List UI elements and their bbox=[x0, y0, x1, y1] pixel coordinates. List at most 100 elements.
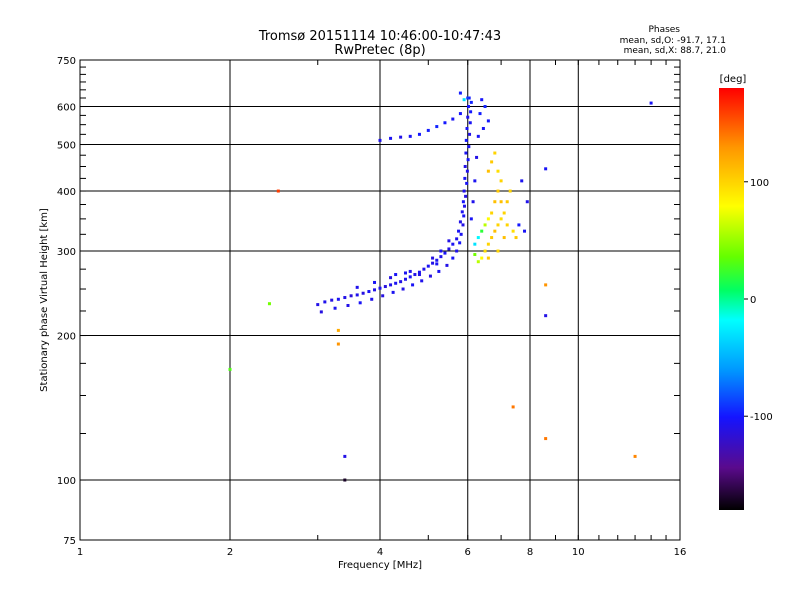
data-point bbox=[468, 132, 472, 136]
data-point bbox=[361, 291, 365, 295]
data-point bbox=[473, 253, 477, 257]
data-point bbox=[399, 135, 403, 139]
x-tick-label: 6 bbox=[465, 547, 471, 558]
data-point bbox=[408, 275, 412, 279]
data-point bbox=[496, 249, 500, 253]
y-tick-label: 75 bbox=[63, 536, 76, 547]
data-point bbox=[381, 294, 385, 298]
data-point bbox=[370, 297, 374, 301]
data-point bbox=[373, 280, 377, 284]
data-point bbox=[476, 134, 480, 138]
data-point bbox=[408, 134, 412, 138]
y-tick-label: 300 bbox=[57, 247, 76, 258]
colorbar-label: [deg] bbox=[720, 74, 747, 85]
data-point bbox=[463, 164, 467, 168]
data-point bbox=[460, 210, 464, 214]
data-point bbox=[426, 264, 430, 268]
data-point bbox=[478, 112, 482, 116]
data-point bbox=[435, 125, 439, 129]
x-tick-label: 2 bbox=[227, 547, 233, 558]
data-point bbox=[465, 181, 469, 185]
data-point bbox=[475, 155, 479, 159]
data-point bbox=[490, 236, 494, 240]
data-point bbox=[462, 214, 466, 218]
data-point bbox=[544, 437, 548, 441]
data-point bbox=[517, 223, 521, 227]
colorbar-tick-label: 100 bbox=[750, 178, 769, 189]
data-point bbox=[466, 158, 470, 162]
data-point bbox=[431, 256, 435, 260]
data-point bbox=[437, 269, 441, 273]
data-point bbox=[481, 126, 485, 130]
data-point bbox=[459, 232, 463, 236]
data-point bbox=[463, 176, 467, 180]
data-point bbox=[649, 101, 653, 105]
data-point bbox=[343, 454, 347, 458]
data-point bbox=[451, 242, 455, 246]
data-point bbox=[464, 151, 468, 155]
data-point bbox=[464, 138, 468, 142]
data-point bbox=[480, 229, 484, 233]
data-point bbox=[443, 251, 447, 255]
data-point bbox=[466, 105, 470, 109]
data-point bbox=[417, 132, 421, 136]
data-point bbox=[461, 200, 465, 204]
data-point bbox=[420, 279, 424, 283]
data-point bbox=[465, 169, 469, 173]
data-point bbox=[505, 223, 509, 227]
data-point bbox=[403, 271, 407, 275]
data-point bbox=[399, 280, 403, 284]
data-point bbox=[476, 260, 480, 264]
data-point bbox=[439, 255, 443, 259]
data-point bbox=[493, 151, 497, 155]
data-point bbox=[391, 290, 395, 294]
data-point bbox=[458, 241, 462, 245]
y-tick-label: 200 bbox=[57, 332, 76, 343]
data-point bbox=[319, 310, 323, 314]
data-point bbox=[447, 247, 451, 251]
data-point bbox=[464, 194, 468, 198]
phases-x-stats: mean, sd,X: 88.7, 21.0 bbox=[624, 46, 727, 56]
data-point bbox=[428, 274, 432, 278]
data-point bbox=[466, 115, 470, 119]
data-point bbox=[394, 273, 398, 277]
colorbar-ticks: 100 0 -100 bbox=[744, 178, 773, 423]
data-point bbox=[465, 126, 469, 130]
data-point bbox=[461, 223, 465, 227]
data-point bbox=[511, 229, 515, 233]
data-point bbox=[389, 276, 393, 280]
data-point bbox=[469, 110, 473, 114]
data-point bbox=[343, 296, 347, 300]
data-point bbox=[323, 300, 327, 304]
y-tick-label: 400 bbox=[57, 187, 76, 198]
data-point bbox=[633, 454, 637, 458]
data-point bbox=[502, 236, 506, 240]
data-point bbox=[483, 223, 487, 227]
y-tick-label: 600 bbox=[57, 103, 76, 114]
colorbar-tick-label: 0 bbox=[750, 295, 756, 306]
data-point bbox=[443, 121, 447, 125]
data-point bbox=[457, 229, 461, 233]
data-point bbox=[435, 258, 439, 262]
x-axis-label: Frequency [MHz] bbox=[338, 560, 422, 571]
data-point bbox=[476, 236, 480, 240]
data-point bbox=[483, 249, 487, 253]
data-point bbox=[355, 285, 359, 289]
data-point bbox=[316, 303, 320, 307]
data-point bbox=[480, 98, 484, 102]
data-point bbox=[486, 119, 490, 123]
data-point bbox=[413, 273, 417, 277]
data-point bbox=[499, 217, 503, 221]
y-tick-label: 100 bbox=[57, 476, 76, 487]
data-point bbox=[455, 249, 459, 253]
data-point bbox=[480, 256, 484, 260]
data-point bbox=[496, 223, 500, 227]
data-point bbox=[493, 200, 497, 204]
data-point bbox=[544, 167, 548, 171]
data-point bbox=[462, 204, 466, 208]
data-point bbox=[473, 179, 477, 183]
data-point bbox=[267, 302, 271, 306]
data-point bbox=[394, 281, 398, 285]
data-point bbox=[276, 189, 280, 193]
data-point bbox=[466, 96, 470, 100]
